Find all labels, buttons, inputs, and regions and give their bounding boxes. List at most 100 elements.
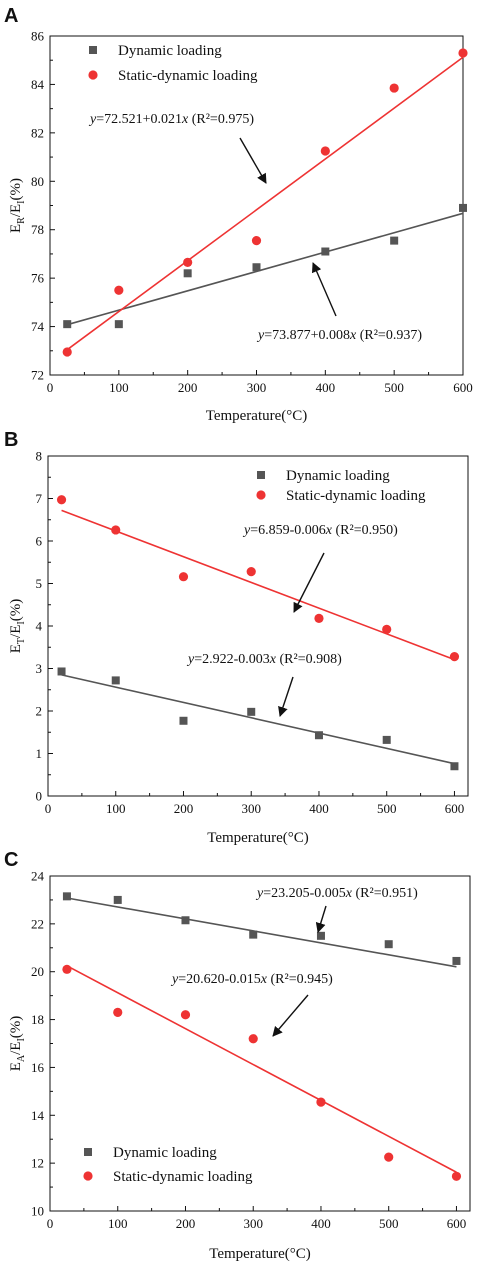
data-point-static-dynamic (449, 652, 460, 662)
data-point-static-dynamic (56, 495, 67, 505)
x-tick-label: 500 (377, 801, 397, 816)
y-tick-label: 6 (36, 534, 43, 549)
x-tick-label: 300 (247, 380, 267, 395)
x-tick-label: 600 (445, 801, 465, 816)
data-point-dynamic (113, 895, 122, 904)
data-point-static-dynamic (384, 1152, 394, 1162)
y-tick-label: 4 (36, 619, 43, 634)
y-tick-label: 10 (31, 1204, 44, 1219)
y-tick-label: 16 (31, 1060, 45, 1075)
legend-label: Dynamic loading (113, 1145, 217, 1161)
data-point-static-dynamic (316, 1097, 326, 1107)
data-point-static-dynamic (180, 1010, 191, 1020)
data-point-static-dynamic (62, 347, 72, 357)
x-tick-label: 600 (453, 380, 473, 395)
y-axis-title: EA/EI(%) (8, 1016, 27, 1072)
y-axis-title: ER/EI(%) (8, 178, 27, 233)
data-point-dynamic (63, 320, 72, 329)
y-tick-label: 18 (31, 1012, 44, 1027)
chart-panel-c: C 0 100 200 300 400 500 600 10 12 14 16 18 20 22 24 Temp… (4, 849, 471, 1262)
data-point-static-dynamic (314, 613, 324, 623)
y-tick-label: 78 (31, 222, 44, 237)
annotation-arrow (293, 552, 325, 613)
y-tick-label: 86 (31, 29, 45, 44)
data-point-static-dynamic (389, 83, 399, 93)
y-tick-label: 82 (31, 125, 44, 140)
fit-equation-label: y=72.521+0.021x (R²=0.975) (88, 112, 254, 127)
legend-marker-static-dynamic (83, 1171, 93, 1181)
fit-line-dynamic (66, 897, 457, 968)
x-tick-label: 400 (309, 801, 329, 816)
y-tick-label: 72 (31, 368, 44, 383)
y-tick-label: 12 (31, 1156, 44, 1171)
data-point-dynamic (384, 940, 393, 949)
panel-letter: B (4, 429, 18, 451)
y-tick-label: 2 (36, 704, 43, 719)
y-tick-label: 8 (36, 449, 43, 464)
y-tick-label: 20 (31, 964, 44, 979)
data-point-static-dynamic (451, 1171, 462, 1181)
data-point-static-dynamic (62, 964, 72, 974)
fit-line-static-dynamic (66, 56, 464, 351)
fit-line-static-dynamic (61, 509, 455, 661)
data-point-static-dynamic (114, 285, 124, 295)
data-point-static-dynamic (320, 146, 330, 156)
fit-line-dynamic (66, 212, 464, 326)
annotation-arrow (278, 676, 294, 717)
x-tick-label: 400 (311, 1216, 331, 1231)
data-point-static-dynamic (113, 1007, 123, 1017)
x-tick-label: 400 (316, 380, 336, 395)
panel-letter: C (4, 849, 18, 871)
legend-label: Static-dynamic loading (286, 488, 426, 504)
y-tick-label: 76 (31, 271, 45, 286)
x-axis-title: Temperature(°C) (209, 1246, 311, 1262)
x-tick-label: 300 (243, 1216, 263, 1231)
data-point-dynamic (314, 731, 323, 740)
legend-marker-dynamic (84, 1148, 92, 1156)
data-point-static-dynamic (382, 624, 392, 635)
x-tick-label: 0 (45, 801, 52, 816)
data-point-static-dynamic (246, 567, 256, 577)
y-tick-label: 1 (36, 746, 43, 761)
y-tick-label: 84 (31, 77, 45, 92)
fit-equation-label: y=23.205-0.005x (R²=0.951) (255, 886, 418, 901)
fit-line-dynamic (61, 674, 455, 765)
data-point-dynamic (459, 203, 467, 212)
y-tick-label: 7 (36, 491, 43, 506)
y-tick-label: 22 (31, 916, 44, 931)
x-axis-title: Temperature(°C) (207, 830, 309, 846)
chart-panel-b: B 0 100 200 300 400 500 600 0 1 2 3 4 5 6 7 8 Temperature… (4, 429, 469, 846)
data-point-dynamic (452, 956, 461, 965)
data-point-dynamic (450, 762, 459, 771)
data-point-dynamic (181, 916, 190, 925)
data-point-static-dynamic (458, 48, 468, 58)
x-tick-label: 200 (176, 1216, 196, 1231)
legend-marker-dynamic (89, 46, 97, 54)
x-tick-label: 0 (47, 380, 54, 395)
y-tick-label: 74 (31, 319, 45, 334)
annotation-arrow (315, 905, 327, 933)
chart-panel-a: A 0 100 200 300 400 500 600 72 74 76 78 80 82 84 86 Temp… (4, 5, 473, 424)
data-point-dynamic (321, 247, 330, 256)
data-point-static-dynamic (248, 1034, 258, 1044)
legend-label: Dynamic loading (118, 43, 222, 59)
annotation-arrow (311, 262, 337, 317)
fit-equation-label: y=6.859-0.006x (R²=0.950) (242, 523, 398, 538)
y-axis-title: ET/EI(%) (8, 599, 27, 653)
y-tick-label: 5 (36, 576, 43, 591)
annotation-arrow (239, 137, 267, 184)
data-point-dynamic (111, 676, 120, 685)
plot-frame (49, 35, 464, 376)
y-tick-label: 80 (31, 174, 44, 189)
y-tick-label: 14 (31, 1108, 45, 1123)
data-point-dynamic (57, 667, 66, 676)
x-tick-label: 500 (379, 1216, 399, 1231)
x-tick-label: 300 (241, 801, 261, 816)
data-point-dynamic (249, 930, 258, 939)
data-point-dynamic (179, 716, 188, 725)
fit-equation-label: y=2.922-0.003x (R²=0.908) (186, 652, 342, 667)
x-axis-title: Temperature(°C) (206, 408, 308, 424)
annotation-arrow (272, 994, 309, 1037)
x-tick-label: 0 (47, 1216, 54, 1231)
